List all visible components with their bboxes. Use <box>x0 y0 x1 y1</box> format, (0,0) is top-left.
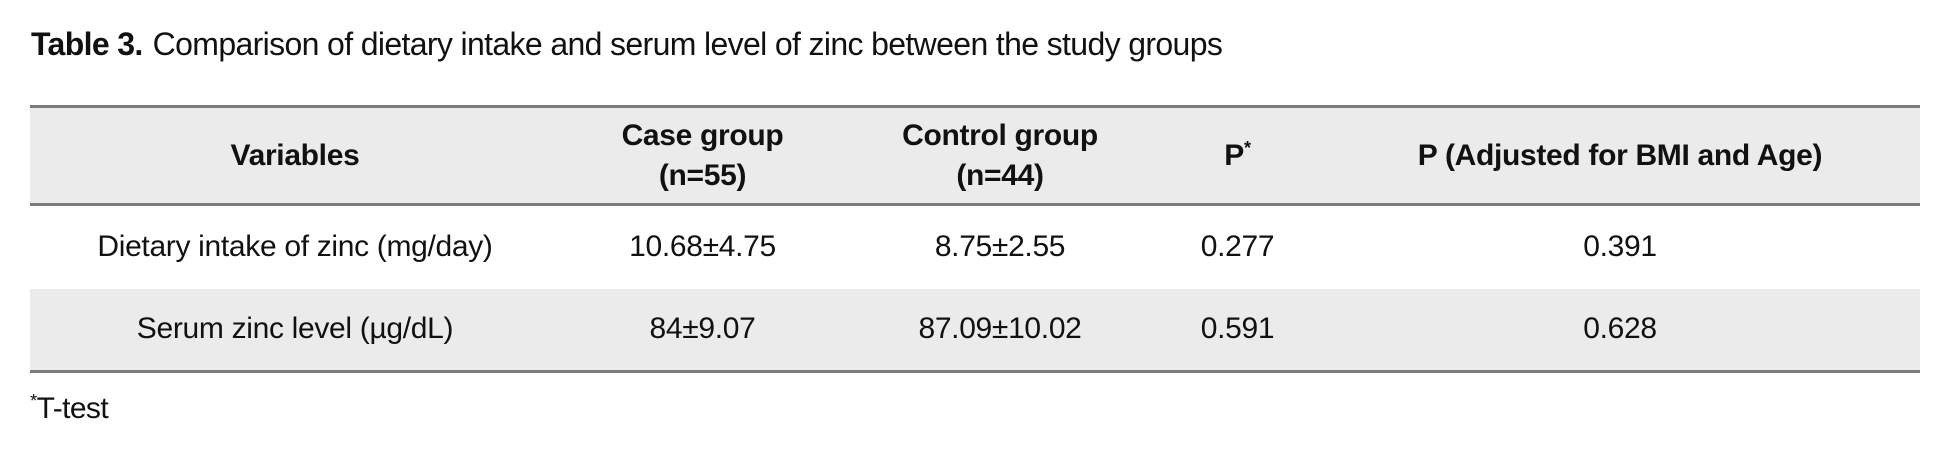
cell-p: 0.591 <box>1200 312 1275 346</box>
table-header-row: Variables Case group (n=55) Control grou… <box>30 105 1920 206</box>
cell-case: 84±9.07 <box>649 312 756 346</box>
column-header-p: P* <box>1155 105 1320 206</box>
column-header-p-asterisk: * <box>1244 137 1251 158</box>
footnote-text: T-test <box>36 392 109 425</box>
table-caption: Table 3. Comparison of dietary intake and… <box>31 26 1223 63</box>
cell-control: 87.09±10.02 <box>918 312 1082 346</box>
table-footnote: *T-test <box>30 390 109 426</box>
footnote-asterisk: * <box>30 390 37 411</box>
column-header-variables: Variables <box>30 105 560 206</box>
cell-p-adjusted: 0.391 <box>1583 230 1657 264</box>
cell-case: 10.68±4.75 <box>629 230 776 264</box>
column-header-control-group: Control group (n=44) <box>845 105 1155 206</box>
cell-p: 0.277 <box>1200 230 1275 264</box>
column-header-p-adjusted: P (Adjusted for BMI and Age) <box>1320 105 1920 206</box>
column-header-p-label: P <box>1224 138 1244 172</box>
zinc-comparison-table: Variables Case group (n=55) Control grou… <box>30 105 1920 373</box>
column-header-p-adjusted-label: P (Adjusted for BMI and Age) <box>1417 138 1823 172</box>
cell-variable: Dietary intake of zinc (mg/day) <box>97 230 493 264</box>
cell-control: 8.75±2.55 <box>934 230 1066 264</box>
table-caption-text: Comparison of dietary intake and serum l… <box>152 26 1223 62</box>
column-header-variables-label: Variables <box>230 138 360 172</box>
column-header-control-group-line1: Control group <box>902 118 1098 152</box>
cell-p-adjusted: 0.628 <box>1583 312 1657 346</box>
column-header-case-group-line1: Case group <box>621 118 784 152</box>
table-caption-number: Table 3. <box>31 26 143 62</box>
column-header-control-group-line2: (n=44) <box>956 158 1044 192</box>
table-row-serum-zinc: Serum zinc level (µg/dL) 84±9.07 87.09±1… <box>30 288 1920 372</box>
table-row-dietary-intake: Dietary intake of zinc (mg/day) 10.68±4.… <box>30 204 1920 289</box>
column-header-case-group-line2: (n=55) <box>658 158 747 192</box>
cell-variable: Serum zinc level (µg/dL) <box>136 312 454 346</box>
column-header-case-group: Case group (n=55) <box>560 105 845 206</box>
